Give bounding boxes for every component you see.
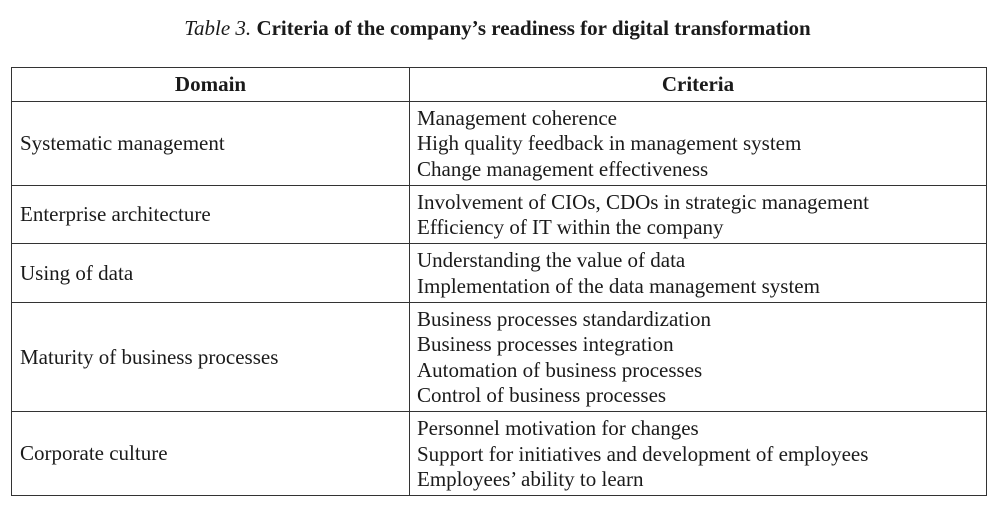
- domain-cell: Corporate culture: [11, 411, 410, 497]
- criteria-item: Management coherence: [417, 106, 617, 130]
- column-header-domain: Domain: [11, 67, 410, 102]
- criteria-item: Employees’ ability to learn: [417, 466, 644, 491]
- header-row: Domain Criteria: [11, 67, 987, 102]
- criteria-cell: Involvement of CIOs, CDOs in strategic m…: [409, 184, 987, 245]
- criteria-item: High quality feedback in management syst…: [417, 131, 802, 156]
- table-caption: Table 3. Criteria of the company’s readi…: [0, 14, 995, 42]
- criteria-item: Control of business processes: [417, 382, 667, 407]
- criteria-item: Involvement of CIOs, CDOs in strategic m…: [417, 189, 869, 214]
- criteria-item: Support for initiatives and development …: [417, 441, 869, 466]
- table-row: Maturity of business processes Business …: [11, 302, 987, 413]
- table-row: Systematic management Management coheren…: [11, 101, 987, 186]
- column-header-criteria: Criteria: [409, 67, 987, 102]
- criteria-cell: Understanding the value of data Implemen…: [409, 243, 987, 304]
- caption-title: Criteria of the company’s readiness for …: [256, 16, 811, 40]
- criteria-item: Efficiency of IT within the company: [417, 215, 724, 240]
- criteria-cell: Management coherence High quality feedba…: [409, 101, 987, 186]
- table-row: Using of data Understanding the value of…: [11, 243, 987, 304]
- criteria-item: Business processes standardization: [417, 307, 711, 332]
- criteria-cell: Personnel motivation for changes Support…: [409, 411, 987, 497]
- criteria-item: Automation of business processes: [417, 357, 703, 382]
- criteria-cell: Business processes standardization Busin…: [409, 302, 987, 413]
- domain-cell: Enterprise architecture: [11, 184, 410, 245]
- caption-label: Table 3.: [184, 16, 252, 40]
- domain-cell: Using of data: [11, 243, 410, 304]
- criteria-item: Change management effectiveness: [417, 156, 709, 181]
- criteria-item: Understanding the value of data: [417, 248, 686, 273]
- table-row: Corporate culture Personnel motivation f…: [11, 411, 987, 497]
- domain-cell: Maturity of business processes: [11, 302, 410, 413]
- criteria-item: Business processes integration: [417, 332, 674, 357]
- criteria-table: Domain Criteria Systematic management Ma…: [11, 67, 987, 497]
- criteria-item: Personnel motivation for changes: [417, 416, 699, 441]
- domain-cell: Systematic management: [11, 101, 410, 186]
- table-row: Enterprise architecture Involvement of C…: [11, 184, 987, 245]
- criteria-item: Implementation of the data management sy…: [417, 273, 820, 298]
